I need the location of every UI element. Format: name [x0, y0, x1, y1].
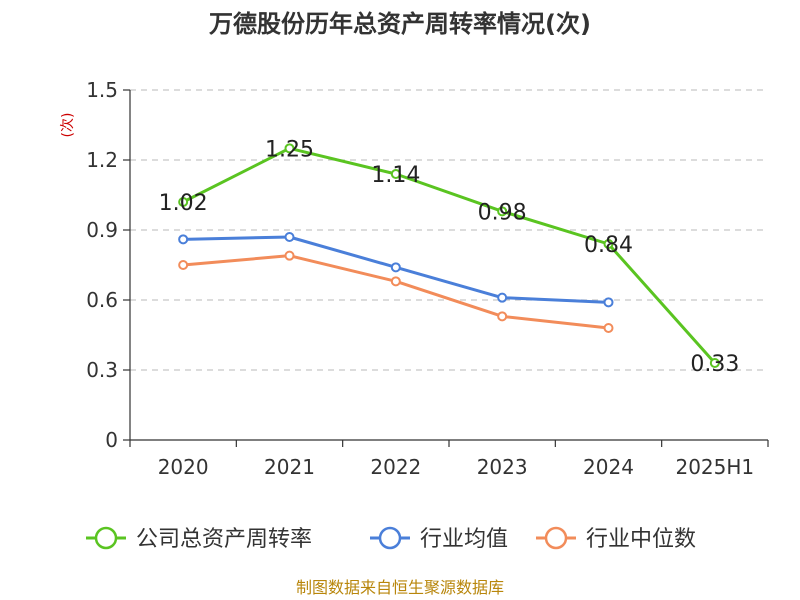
legend-item[interactable]: 行业均值 — [370, 526, 508, 552]
x-tick-label: 2023 — [477, 455, 528, 479]
data-point[interactable] — [497, 292, 508, 303]
data-point[interactable] — [603, 297, 614, 308]
y-tick-label: 0 — [105, 428, 118, 452]
series-line — [182, 146, 716, 364]
data-point[interactable] — [390, 276, 401, 287]
legend-swatch-marker — [94, 526, 118, 550]
data-point[interactable] — [603, 239, 614, 249]
data-point[interactable] — [178, 260, 189, 270]
data-point[interactable] — [497, 311, 508, 322]
data-label: 1.14 — [371, 163, 420, 188]
legend-item[interactable]: 公司总资产周转率 — [86, 526, 312, 552]
data-labels: 1.02 1.25 1.14 0.98 0.84 0.33 — [159, 137, 740, 377]
legend-swatch-marker — [544, 526, 568, 550]
data-point[interactable] — [390, 169, 401, 179]
x-tick-label: 2021 — [264, 455, 315, 479]
x-tick-label: 2025H1 — [675, 455, 754, 479]
series — [178, 143, 720, 368]
data-point[interactable] — [178, 234, 189, 245]
axes: 0 0.3 0.6 0.9 1.2 1.5 2020 2021 2022 2023 2024 2025… — [86, 78, 769, 479]
legend-label: 行业中位数 — [586, 527, 696, 552]
x-tick-label: 2024 — [583, 455, 634, 479]
legend-label: 行业均值 — [420, 527, 508, 552]
data-label: 0.33 — [690, 352, 739, 377]
legend-item[interactable]: 行业中位数 — [536, 526, 696, 552]
legend-label: 公司总资产周转率 — [136, 527, 312, 552]
legend[interactable]: 公司总资产周转率 行业均值 行业中位数 — [86, 526, 696, 552]
data-point[interactable] — [178, 197, 189, 207]
y-tick-label: 1.5 — [86, 78, 118, 102]
data-label: 1.02 — [159, 191, 208, 216]
data-point[interactable] — [284, 143, 295, 154]
data-point[interactable] — [709, 358, 720, 368]
data-point[interactable] — [284, 250, 295, 261]
y-tick-label: 1.2 — [86, 148, 118, 172]
source-note: 制图数据来自恒生聚源数据库 — [296, 578, 504, 597]
y-tick-label: 0.9 — [86, 218, 118, 242]
data-point[interactable] — [497, 206, 508, 217]
chart-title: 万德股份历年总资产周转率情况(次) — [209, 10, 591, 38]
legend-swatch-marker — [378, 526, 402, 550]
data-point[interactable] — [603, 323, 614, 333]
data-label: 1.25 — [265, 137, 314, 162]
x-tick-label: 2020 — [158, 455, 209, 479]
data-label: 0.98 — [478, 200, 527, 225]
data-label: 0.84 — [584, 233, 633, 258]
data-point[interactable] — [390, 262, 401, 273]
data-point[interactable] — [284, 232, 295, 242]
y-tick-label: 0.3 — [86, 358, 118, 382]
gridlines — [130, 89, 768, 371]
y-tick-label: 0.6 — [86, 288, 118, 312]
x-tick-label: 2022 — [370, 455, 421, 479]
y-axis-label: (次) — [60, 113, 76, 138]
